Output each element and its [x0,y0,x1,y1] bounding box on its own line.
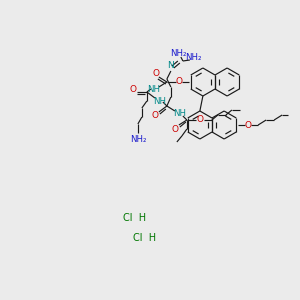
Text: O: O [152,70,159,79]
Text: Cl  H: Cl H [123,213,147,223]
Text: NH: NH [173,110,186,118]
Text: O: O [129,85,137,94]
Text: Cl  H: Cl H [134,233,157,243]
Text: O: O [196,116,203,124]
Text: N: N [167,61,174,70]
Text: NH₂: NH₂ [184,53,201,62]
Text: O: O [171,124,178,134]
Text: NH: NH [147,85,161,94]
Text: O: O [244,121,252,130]
Text: NH₂: NH₂ [130,136,146,145]
Text: O: O [176,77,182,86]
Text: NH₂: NH₂ [169,50,186,58]
Text: NH: NH [153,97,167,106]
Text: O: O [152,112,158,121]
